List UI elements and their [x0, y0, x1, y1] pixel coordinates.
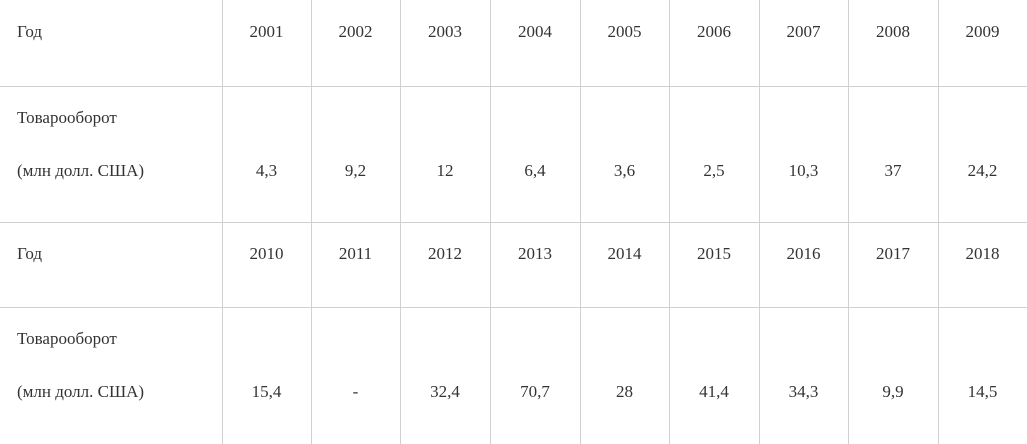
- cell: 15,4: [251, 382, 282, 401]
- cell: 2017: [876, 244, 910, 263]
- cell: 2011: [338, 244, 373, 263]
- cell: 2016: [786, 244, 821, 263]
- row-divider: [0, 222, 1027, 223]
- cell: 34,3: [788, 382, 819, 401]
- row-divider: [0, 86, 1027, 87]
- cell: 32,4: [430, 382, 460, 401]
- cell: 2005: [607, 22, 642, 41]
- cell: 10,3: [788, 161, 819, 180]
- row-label: Товарооборот: [17, 329, 117, 348]
- cell: 2012: [428, 244, 462, 263]
- cell: 14,5: [967, 382, 998, 401]
- cell: 3,6: [613, 161, 636, 180]
- cell: 2018: [965, 244, 1000, 263]
- cell: 2,5: [703, 161, 725, 180]
- cell: 2014: [607, 244, 642, 263]
- cell: 2002: [338, 22, 373, 41]
- cell: 2008: [876, 22, 910, 41]
- cell: 37: [884, 161, 902, 180]
- cell: 2013: [518, 244, 552, 263]
- row-label: Товарооборот: [17, 108, 117, 127]
- cell: 2006: [697, 22, 731, 41]
- row-label: (млн долл. США): [17, 382, 145, 401]
- cell: 12: [436, 161, 454, 180]
- cell: 24,2: [967, 161, 998, 180]
- cell: 70,7: [520, 382, 550, 401]
- row-label: Год: [17, 22, 42, 41]
- cell: 2001: [249, 22, 284, 41]
- row-label: (млн долл. США): [17, 161, 145, 180]
- cell: 2007: [786, 22, 821, 41]
- cell: 2004: [518, 22, 552, 41]
- cell: 4,3: [255, 161, 278, 180]
- cell: 2010: [249, 244, 284, 263]
- row-divider: [0, 307, 1027, 308]
- cell: 9,2: [344, 161, 367, 180]
- cell: 41,4: [699, 382, 729, 401]
- row-label: Год: [17, 244, 42, 263]
- cell: -: [352, 382, 359, 401]
- cell: 6,4: [524, 161, 546, 180]
- cell: 2009: [965, 22, 1000, 41]
- cell: 9,9: [882, 382, 904, 401]
- cell: 2015: [697, 244, 731, 263]
- cell: 28: [616, 382, 633, 401]
- cell: 2003: [428, 22, 462, 41]
